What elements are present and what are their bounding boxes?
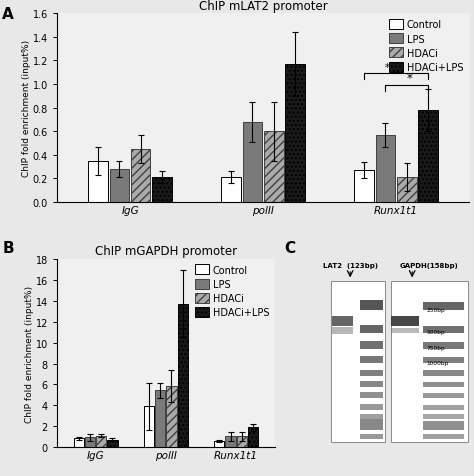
Bar bbox=[96, 436, 106, 447]
Bar bbox=[360, 404, 383, 410]
Title: ChIP mGAPDH promoter: ChIP mGAPDH promoter bbox=[95, 245, 237, 258]
Y-axis label: ChIP fold enrichment (input%): ChIP fold enrichment (input%) bbox=[22, 40, 31, 177]
Bar bbox=[423, 357, 464, 363]
Bar bbox=[423, 435, 464, 438]
Bar bbox=[88, 161, 108, 203]
Text: B: B bbox=[2, 240, 14, 255]
Bar bbox=[360, 326, 383, 333]
Bar bbox=[391, 316, 419, 327]
Bar bbox=[360, 435, 383, 438]
Text: C: C bbox=[284, 240, 295, 255]
Bar bbox=[360, 414, 383, 419]
Legend: Control, LPS, HDACi, HDACi+LPS: Control, LPS, HDACi, HDACi+LPS bbox=[194, 264, 270, 318]
Bar bbox=[243, 122, 262, 203]
Bar bbox=[155, 390, 165, 447]
Bar bbox=[391, 328, 419, 333]
Bar bbox=[166, 386, 177, 447]
Text: 500bp: 500bp bbox=[426, 329, 445, 335]
Bar bbox=[331, 282, 385, 442]
Bar bbox=[264, 132, 283, 203]
Text: 1000bp: 1000bp bbox=[426, 360, 448, 365]
Text: 250bp: 250bp bbox=[426, 307, 445, 312]
Bar bbox=[332, 316, 353, 327]
Bar bbox=[360, 356, 383, 363]
Bar bbox=[178, 304, 188, 447]
Bar bbox=[360, 419, 383, 431]
Bar bbox=[423, 421, 464, 431]
Text: **: ** bbox=[384, 63, 394, 73]
Bar bbox=[423, 303, 464, 310]
Bar bbox=[397, 178, 417, 203]
Text: A: A bbox=[2, 7, 14, 22]
Text: 750bp: 750bp bbox=[426, 346, 445, 350]
Text: *: * bbox=[407, 72, 412, 85]
Bar bbox=[391, 282, 468, 442]
Bar bbox=[109, 169, 129, 203]
Bar bbox=[423, 370, 464, 376]
Bar bbox=[285, 65, 305, 203]
Bar bbox=[360, 370, 383, 376]
Bar bbox=[73, 438, 84, 447]
Bar bbox=[423, 327, 464, 333]
Bar bbox=[144, 407, 154, 447]
Text: LAT2  (123bp): LAT2 (123bp) bbox=[323, 263, 378, 268]
Bar bbox=[85, 437, 95, 447]
Bar bbox=[376, 136, 395, 203]
Title: ChIP mLAT2 promoter: ChIP mLAT2 promoter bbox=[199, 0, 328, 13]
Bar bbox=[152, 178, 172, 203]
Bar bbox=[360, 392, 383, 398]
Bar bbox=[423, 343, 464, 349]
Y-axis label: ChIP fold enrichment (input%): ChIP fold enrichment (input%) bbox=[25, 285, 34, 422]
Bar bbox=[423, 405, 464, 410]
Bar bbox=[423, 415, 464, 419]
Bar bbox=[221, 178, 241, 203]
Bar bbox=[237, 436, 247, 447]
Legend: Control, LPS, HDACi, HDACi+LPS: Control, LPS, HDACi, HDACi+LPS bbox=[389, 19, 465, 74]
Bar bbox=[360, 300, 383, 310]
Bar bbox=[131, 149, 150, 203]
Bar bbox=[332, 327, 353, 334]
Bar bbox=[214, 441, 225, 447]
Bar bbox=[248, 427, 258, 447]
Bar bbox=[423, 393, 464, 398]
Bar bbox=[423, 382, 464, 387]
Text: GAPDH(158bp): GAPDH(158bp) bbox=[400, 263, 458, 268]
Bar bbox=[107, 440, 118, 447]
Bar bbox=[418, 111, 438, 203]
Bar bbox=[355, 171, 374, 203]
Bar bbox=[225, 436, 236, 447]
Bar bbox=[360, 342, 383, 349]
Bar bbox=[360, 381, 383, 387]
